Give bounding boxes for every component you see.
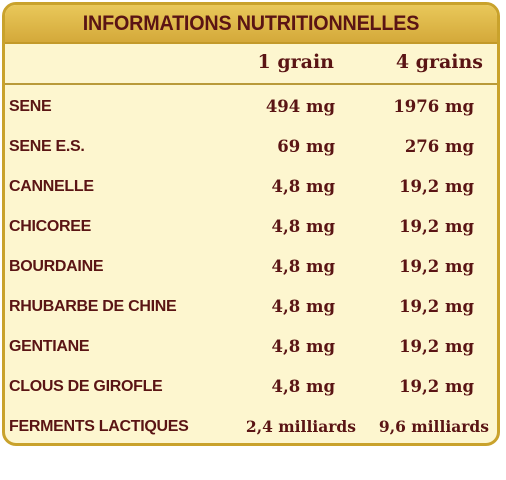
value-1-grain: 4,8 mg (271, 217, 335, 236)
ingredient-name: FERMENTS LACTIQUES (9, 418, 189, 435)
value-1-grain: 69 mg (277, 137, 335, 156)
value-1-grain: 494 mg (265, 97, 335, 116)
ingredient-name: SENE (9, 98, 52, 115)
panel-title: INFORMATIONS NUTRITIONNELLES (82, 11, 420, 35)
table-row: CHICOREE 4,8 mg 19,2 mg (5, 211, 497, 251)
table-row: SENE 494 mg 1976 mg (5, 91, 497, 131)
table-row: GENTIANE 4,8 mg 19,2 mg (5, 331, 497, 371)
ingredient-name: RHUBARBE DE CHINE (9, 298, 177, 315)
column-header-4-grains: 4 grains (395, 51, 483, 73)
value-4-grains: 19,2 mg (399, 217, 474, 236)
header-divider (5, 83, 497, 85)
ingredient-name: BOURDAINE (9, 258, 104, 275)
nutrition-panel: INFORMATIONS NUTRITIONNELLES 1 grain 4 g… (2, 2, 500, 446)
ingredient-name: GENTIANE (9, 338, 90, 355)
value-4-grains: 19,2 mg (399, 337, 474, 356)
value-1-grain: 2,4 milliards (245, 417, 356, 436)
table-row: RHUBARBE DE CHINE 4,8 mg 19,2 mg (5, 291, 497, 331)
value-1-grain: 4,8 mg (271, 377, 335, 396)
table-row: SENE E.S. 69 mg 276 mg (5, 131, 497, 171)
table-row: BOURDAINE 4,8 mg 19,2 mg (5, 251, 497, 291)
value-4-grains: 19,2 mg (399, 377, 474, 396)
value-1-grain: 4,8 mg (271, 177, 335, 196)
value-4-grains: 19,2 mg (399, 177, 474, 196)
table-row: CANNELLE 4,8 mg 19,2 mg (5, 171, 497, 211)
value-1-grain: 4,8 mg (271, 337, 335, 356)
ingredient-name: CHICOREE (9, 218, 92, 235)
table-row: FERMENTS LACTIQUES 2,4 milliards 9,6 mil… (5, 411, 497, 443)
value-4-grains: 19,2 mg (399, 257, 474, 276)
value-1-grain: 4,8 mg (271, 257, 335, 276)
value-4-grains: 276 mg (404, 137, 474, 156)
ingredient-name: SENE E.S. (9, 138, 85, 155)
title-bar: INFORMATIONS NUTRITIONNELLES (5, 5, 497, 44)
column-header-1-grain: 1 grain (257, 51, 334, 73)
table-row: CLOUS DE GIROFLE 4,8 mg 19,2 mg (5, 371, 497, 411)
ingredient-name: CLOUS DE GIROFLE (9, 378, 163, 395)
value-1-grain: 4,8 mg (271, 297, 335, 316)
ingredient-name: CANNELLE (9, 178, 94, 195)
value-4-grains: 9,6 milliards (378, 417, 489, 436)
value-4-grains: 19,2 mg (399, 297, 474, 316)
nutrition-table: SENE 494 mg 1976 mg SENE E.S. 69 mg 276 … (5, 91, 497, 443)
value-4-grains: 1976 mg (393, 97, 474, 116)
